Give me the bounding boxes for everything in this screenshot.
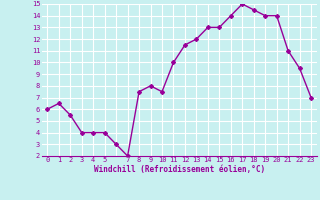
X-axis label: Windchill (Refroidissement éolien,°C): Windchill (Refroidissement éolien,°C) bbox=[94, 165, 265, 174]
